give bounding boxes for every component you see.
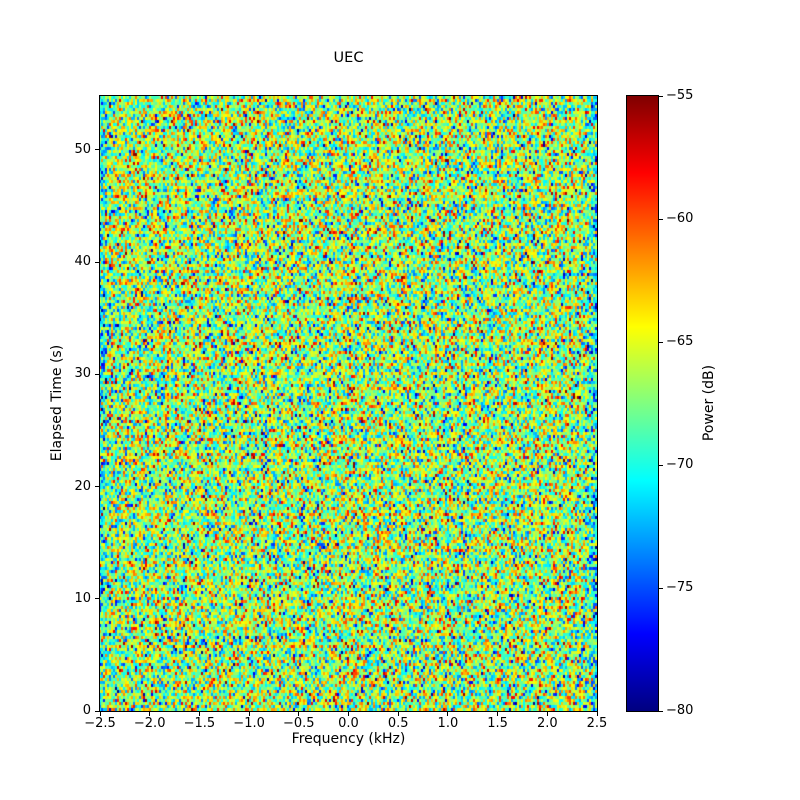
colorbar-tick-label: −70 [666,457,694,472]
y-tick-label: 30 [74,366,91,382]
colorbar-tick-mark [659,464,663,466]
y-tick-mark [95,373,99,375]
colorbar-tick-mark [659,95,663,97]
x-tick-mark [497,712,499,716]
y-tick-label: 50 [74,141,91,157]
x-tick-label: 2.0 [536,716,558,731]
colorbar-tick-mark [659,218,663,220]
colorbar-tick-mark [659,710,663,712]
y-tick-label: 20 [74,478,91,494]
x-tick-label: 1.5 [487,716,508,731]
y-tick-label: 40 [74,254,91,270]
colorbar-tick-mark [659,587,663,589]
y-tick-mark [95,261,99,263]
x-tick-mark [198,712,200,716]
colorbar-tick-label: −80 [666,703,694,718]
colorbar-tick-mark [659,341,663,343]
x-tick-mark [596,712,598,716]
spectrogram-heatmap [100,96,597,711]
x-tick-mark [99,712,101,716]
colorbar-tick-label: −75 [666,580,694,595]
x-tick-label: 0.5 [387,716,409,731]
plot-area [99,95,598,712]
y-tick-label: 10 [74,590,91,606]
x-tick-label: −0.5 [283,716,315,731]
x-tick-mark [397,712,399,716]
x-tick-mark [447,712,449,716]
colorbar-tick-label: −65 [666,334,694,349]
plot-title: UEC [333,50,364,66]
colorbar-tick-label: −60 [666,211,694,226]
x-tick-label: 2.5 [586,716,608,731]
x-tick-label: −2.0 [133,716,166,731]
colorbar-gradient [626,95,659,712]
x-tick-label: −1.5 [183,716,216,731]
x-tick-label: 1.0 [437,716,459,731]
x-tick-mark [348,712,349,716]
x-tick-label: −1.0 [233,716,265,731]
x-tick-mark [248,712,250,716]
y-tick-label: 0 [82,703,91,718]
x-tick-label: −2.5 [84,716,116,731]
x-tick-mark [298,712,300,716]
y-tick-mark [95,598,99,600]
x-tick-label: 0.0 [338,716,359,731]
y-tick-mark [95,486,99,488]
x-tick-mark [546,712,548,716]
x-axis-label: Frequency (kHz) [291,731,406,747]
x-tick-mark [149,712,151,716]
y-tick-mark [95,149,99,151]
colorbar-tick-label: −55 [666,88,694,103]
y-tick-mark [95,710,99,712]
